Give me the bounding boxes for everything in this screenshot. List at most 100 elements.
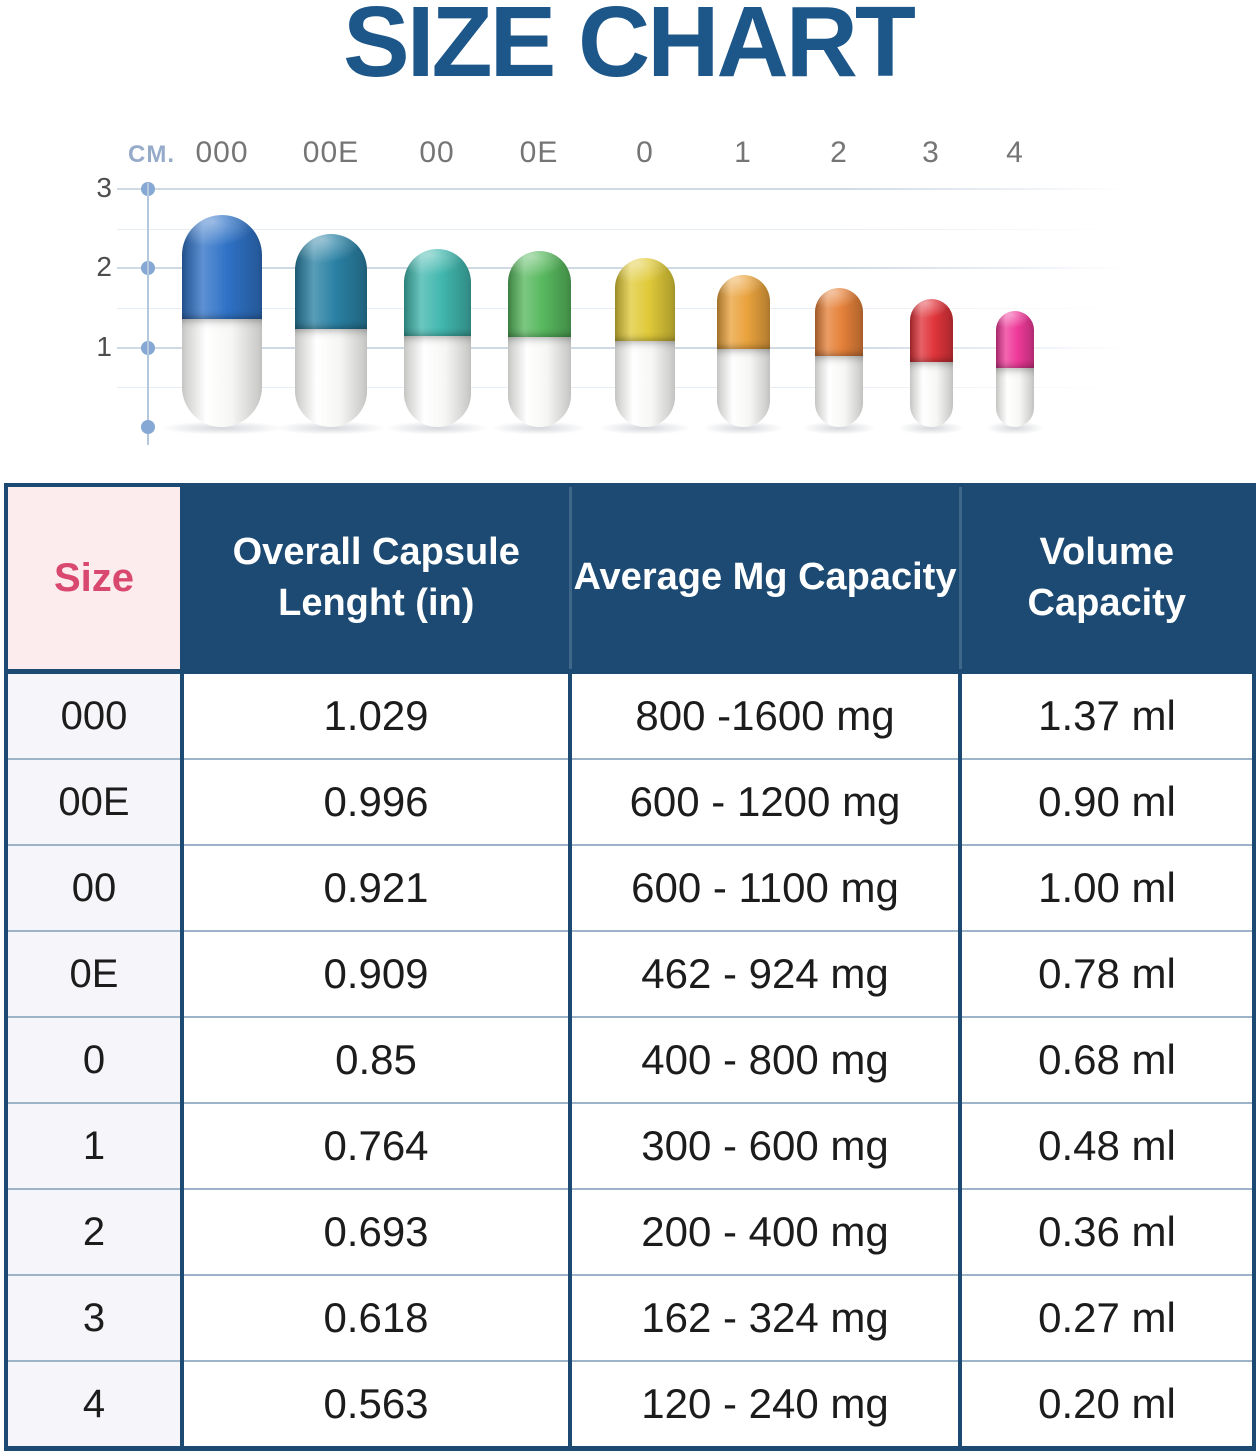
capsule-pictogram-00 [403,249,471,427]
volume-cell: 0.36 ml [958,1188,1254,1275]
length-cell: 0.764 [180,1102,570,1189]
capsule-body [909,361,953,427]
mg-capacity-cell: 600 - 1100 mg [568,844,960,931]
header-row: Size Overall Capsule Lenght (in) Average… [6,485,1254,672]
volume-cell: 0.20 ml [958,1360,1254,1449]
volume-cell: 0.48 ml [958,1102,1254,1189]
capsule-cap [716,275,770,350]
mg-capacity-cell: 600 - 1200 mg [568,758,960,845]
capsule-shadow [488,421,590,435]
length-cell: 0.618 [180,1274,570,1361]
capsule-size-label: 4 [1006,136,1024,169]
size-cell: 0 [6,1016,182,1103]
capsule-size-label: 0E [519,136,559,169]
capsule-pictogram-0 [615,258,675,427]
capsule-cap [403,249,471,337]
mg-capacity-cell: 200 - 400 mg [568,1188,960,1275]
capsule-pictogram-4 [996,311,1034,427]
capsule-cap [295,234,367,329]
y-axis-tick-label: 2 [96,251,112,283]
length-cell: 0.996 [180,758,570,845]
mg-capacity-cell: 120 - 240 mg [568,1360,960,1449]
capsule-shadow [597,421,693,435]
size-cell: 00E [6,758,182,845]
size-table-body: 000 1.029 800 -1600 mg 1.37 ml 00E 0.996 600 -… [6,669,1254,1449]
size-cell: 3 [6,1274,182,1361]
capsule-size-label: 000 [195,136,249,169]
axis-baseline-dot [141,420,155,434]
table-row: 00E 0.996 600 - 1200 mg 0.90 ml [6,758,1254,845]
capsule-shadow [273,421,389,435]
table-row: 0 0.85 400 - 800 mg 0.68 ml [6,1016,1254,1103]
capsule-cap [996,311,1034,368]
mg-capacity-cell: 462 - 924 mg [568,930,960,1017]
y-axis-tick-label: 1 [96,330,112,362]
capsule-shadow [800,421,878,435]
capsule-body [615,340,675,427]
table-row: 2 0.693 200 - 400 mg 0.36 ml [6,1188,1254,1275]
capsule-pictogram-1 [716,275,770,427]
mg-capacity-cell: 400 - 800 mg [568,1016,960,1103]
y-axis-line [147,183,149,445]
size-cell: 000 [6,669,182,759]
mg-capacity-cell: 162 - 324 mg [568,1274,960,1361]
capsule-size-label: 3 [922,136,940,169]
size-cell: 1 [6,1102,182,1189]
capsule-shadow [383,421,491,435]
capsule-size-label: 00E [302,136,360,169]
table-row: 00 0.921 600 - 1100 mg 1.00 ml [6,844,1254,931]
capsule-shadow [984,421,1046,435]
size-cell: 4 [6,1360,182,1449]
capsule-body [996,367,1034,427]
size-cell: 00 [6,844,182,931]
header-size: Size [6,485,182,672]
table-row: 3 0.618 162 - 324 mg 0.27 ml [6,1274,1254,1361]
capsule-shadow [896,421,966,435]
capsule-pictogram-2 [815,288,863,427]
volume-cell: 1.00 ml [958,844,1254,931]
header-length: Overall Capsule Lenght (in) [180,485,570,672]
capsule-body [182,318,262,427]
capsule-shadow [158,421,286,435]
axis-unit-label: CM. [128,141,175,168]
volume-cell: 0.68 ml [958,1016,1254,1103]
capsule-size-label: 0 [636,136,654,169]
mg-capacity-cell: 800 -1600 mg [568,669,960,759]
volume-cell: 0.78 ml [958,930,1254,1017]
header-volume-capacity: Volume Capacity [958,485,1254,672]
header-mg-capacity: Average Mg Capacity [568,485,960,672]
capsule-pictogram-00E [295,234,367,427]
capsule-body [716,349,770,427]
capsule-body [403,336,471,427]
capsule-size-label: 1 [734,136,752,169]
chart-gridline-minor [117,228,1128,230]
length-cell: 0.563 [180,1360,570,1449]
size-table: Size Overall Capsule Lenght (in) Average… [4,483,1256,1451]
volume-cell: 0.90 ml [958,758,1254,845]
capsule-body [815,356,863,427]
table-row: 0E 0.909 462 - 924 mg 0.78 ml [6,930,1254,1017]
capsule-pictogram-3 [909,299,953,427]
capsule-cap [182,215,262,319]
size-table-header: Size Overall Capsule Lenght (in) Average… [6,485,1254,672]
table-row: 4 0.563 120 - 240 mg 0.20 ml [6,1360,1254,1449]
capsule-size-label: 2 [830,136,848,169]
volume-cell: 1.37 ml [958,669,1254,759]
length-cell: 1.029 [180,669,570,759]
capsule-pictogram-0E [507,251,571,427]
capsule-cap [507,251,571,338]
length-cell: 0.909 [180,930,570,1017]
capsule-pictogram-000 [182,215,262,427]
table-row: 1 0.764 300 - 600 mg 0.48 ml [6,1102,1254,1189]
volume-cell: 0.27 ml [958,1274,1254,1361]
page-title: SIZE CHART [343,0,916,98]
table-row: 000 1.029 800 -1600 mg 1.37 ml [6,669,1254,759]
length-cell: 0.85 [180,1016,570,1103]
capsule-body [295,328,367,427]
capsule-body [507,337,571,427]
size-cell: 0E [6,930,182,1017]
length-cell: 0.921 [180,844,570,931]
length-cell: 0.693 [180,1188,570,1275]
